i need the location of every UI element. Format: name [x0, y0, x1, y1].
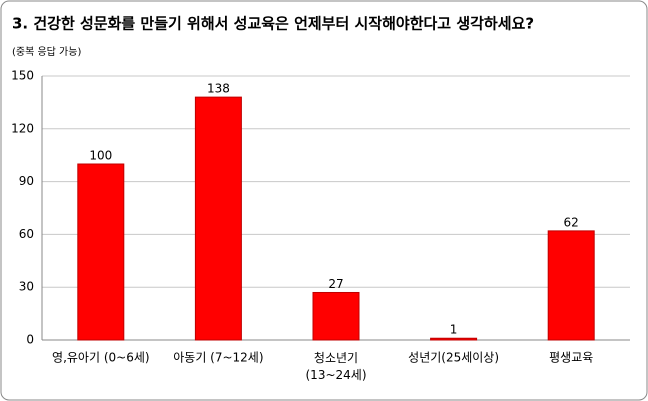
bar — [77, 163, 125, 341]
value-label: 138 — [207, 82, 230, 96]
y-tick-label: 150 — [11, 69, 34, 83]
y-tick-label: 120 — [11, 121, 34, 135]
x-tick-label: 아동기 (7~12세) — [173, 351, 263, 365]
value-label: 62 — [564, 215, 579, 229]
x-tick-label: 영,유아기 (0~6세) — [52, 351, 150, 365]
value-label: 1 — [450, 323, 458, 337]
x-tick-label: 성년기(25세이상) — [408, 351, 499, 365]
x-tick-label: 평생교육 — [549, 351, 593, 365]
y-tick-label: 0 — [26, 333, 34, 347]
chart-subtitle: (중복 응답 가능) — [12, 46, 81, 58]
bar — [312, 291, 360, 341]
y-tick-label: 30 — [19, 280, 34, 294]
chart-title: 3. 건강한 성문화를 만들기 위해서 성교육은 언제부터 시작해야한다고 생각… — [12, 15, 534, 33]
value-label: 27 — [328, 277, 343, 291]
y-tick-label: 90 — [19, 174, 34, 188]
x-tick-label: 청소년기 (13~24세) — [306, 351, 367, 382]
bar — [430, 337, 478, 341]
bar — [547, 230, 595, 341]
y-tick-label: 60 — [19, 227, 34, 241]
bar — [194, 96, 242, 341]
value-label: 100 — [89, 149, 112, 163]
